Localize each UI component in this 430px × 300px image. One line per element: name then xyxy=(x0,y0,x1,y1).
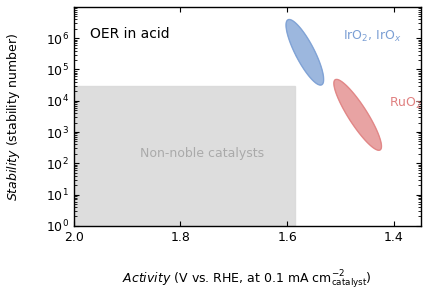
Text: OER in acid: OER in acid xyxy=(90,27,169,41)
Text: Non-noble catalysts: Non-noble catalysts xyxy=(140,147,264,161)
Bar xyxy=(74,86,295,226)
Text: $\it{Stability}$ (stability number): $\it{Stability}$ (stability number) xyxy=(5,32,22,200)
Polygon shape xyxy=(334,80,381,150)
Text: IrO$_2$, IrO$_x$: IrO$_2$, IrO$_x$ xyxy=(343,29,402,44)
Polygon shape xyxy=(286,20,324,85)
Text: $\it{Activity}$ (V vs. RHE, at 0.1 mA cm$^{-2}_{\mathrm{catalyst}}$): $\it{Activity}$ (V vs. RHE, at 0.1 mA cm… xyxy=(122,268,372,291)
Text: RuO$_2$: RuO$_2$ xyxy=(389,96,422,111)
